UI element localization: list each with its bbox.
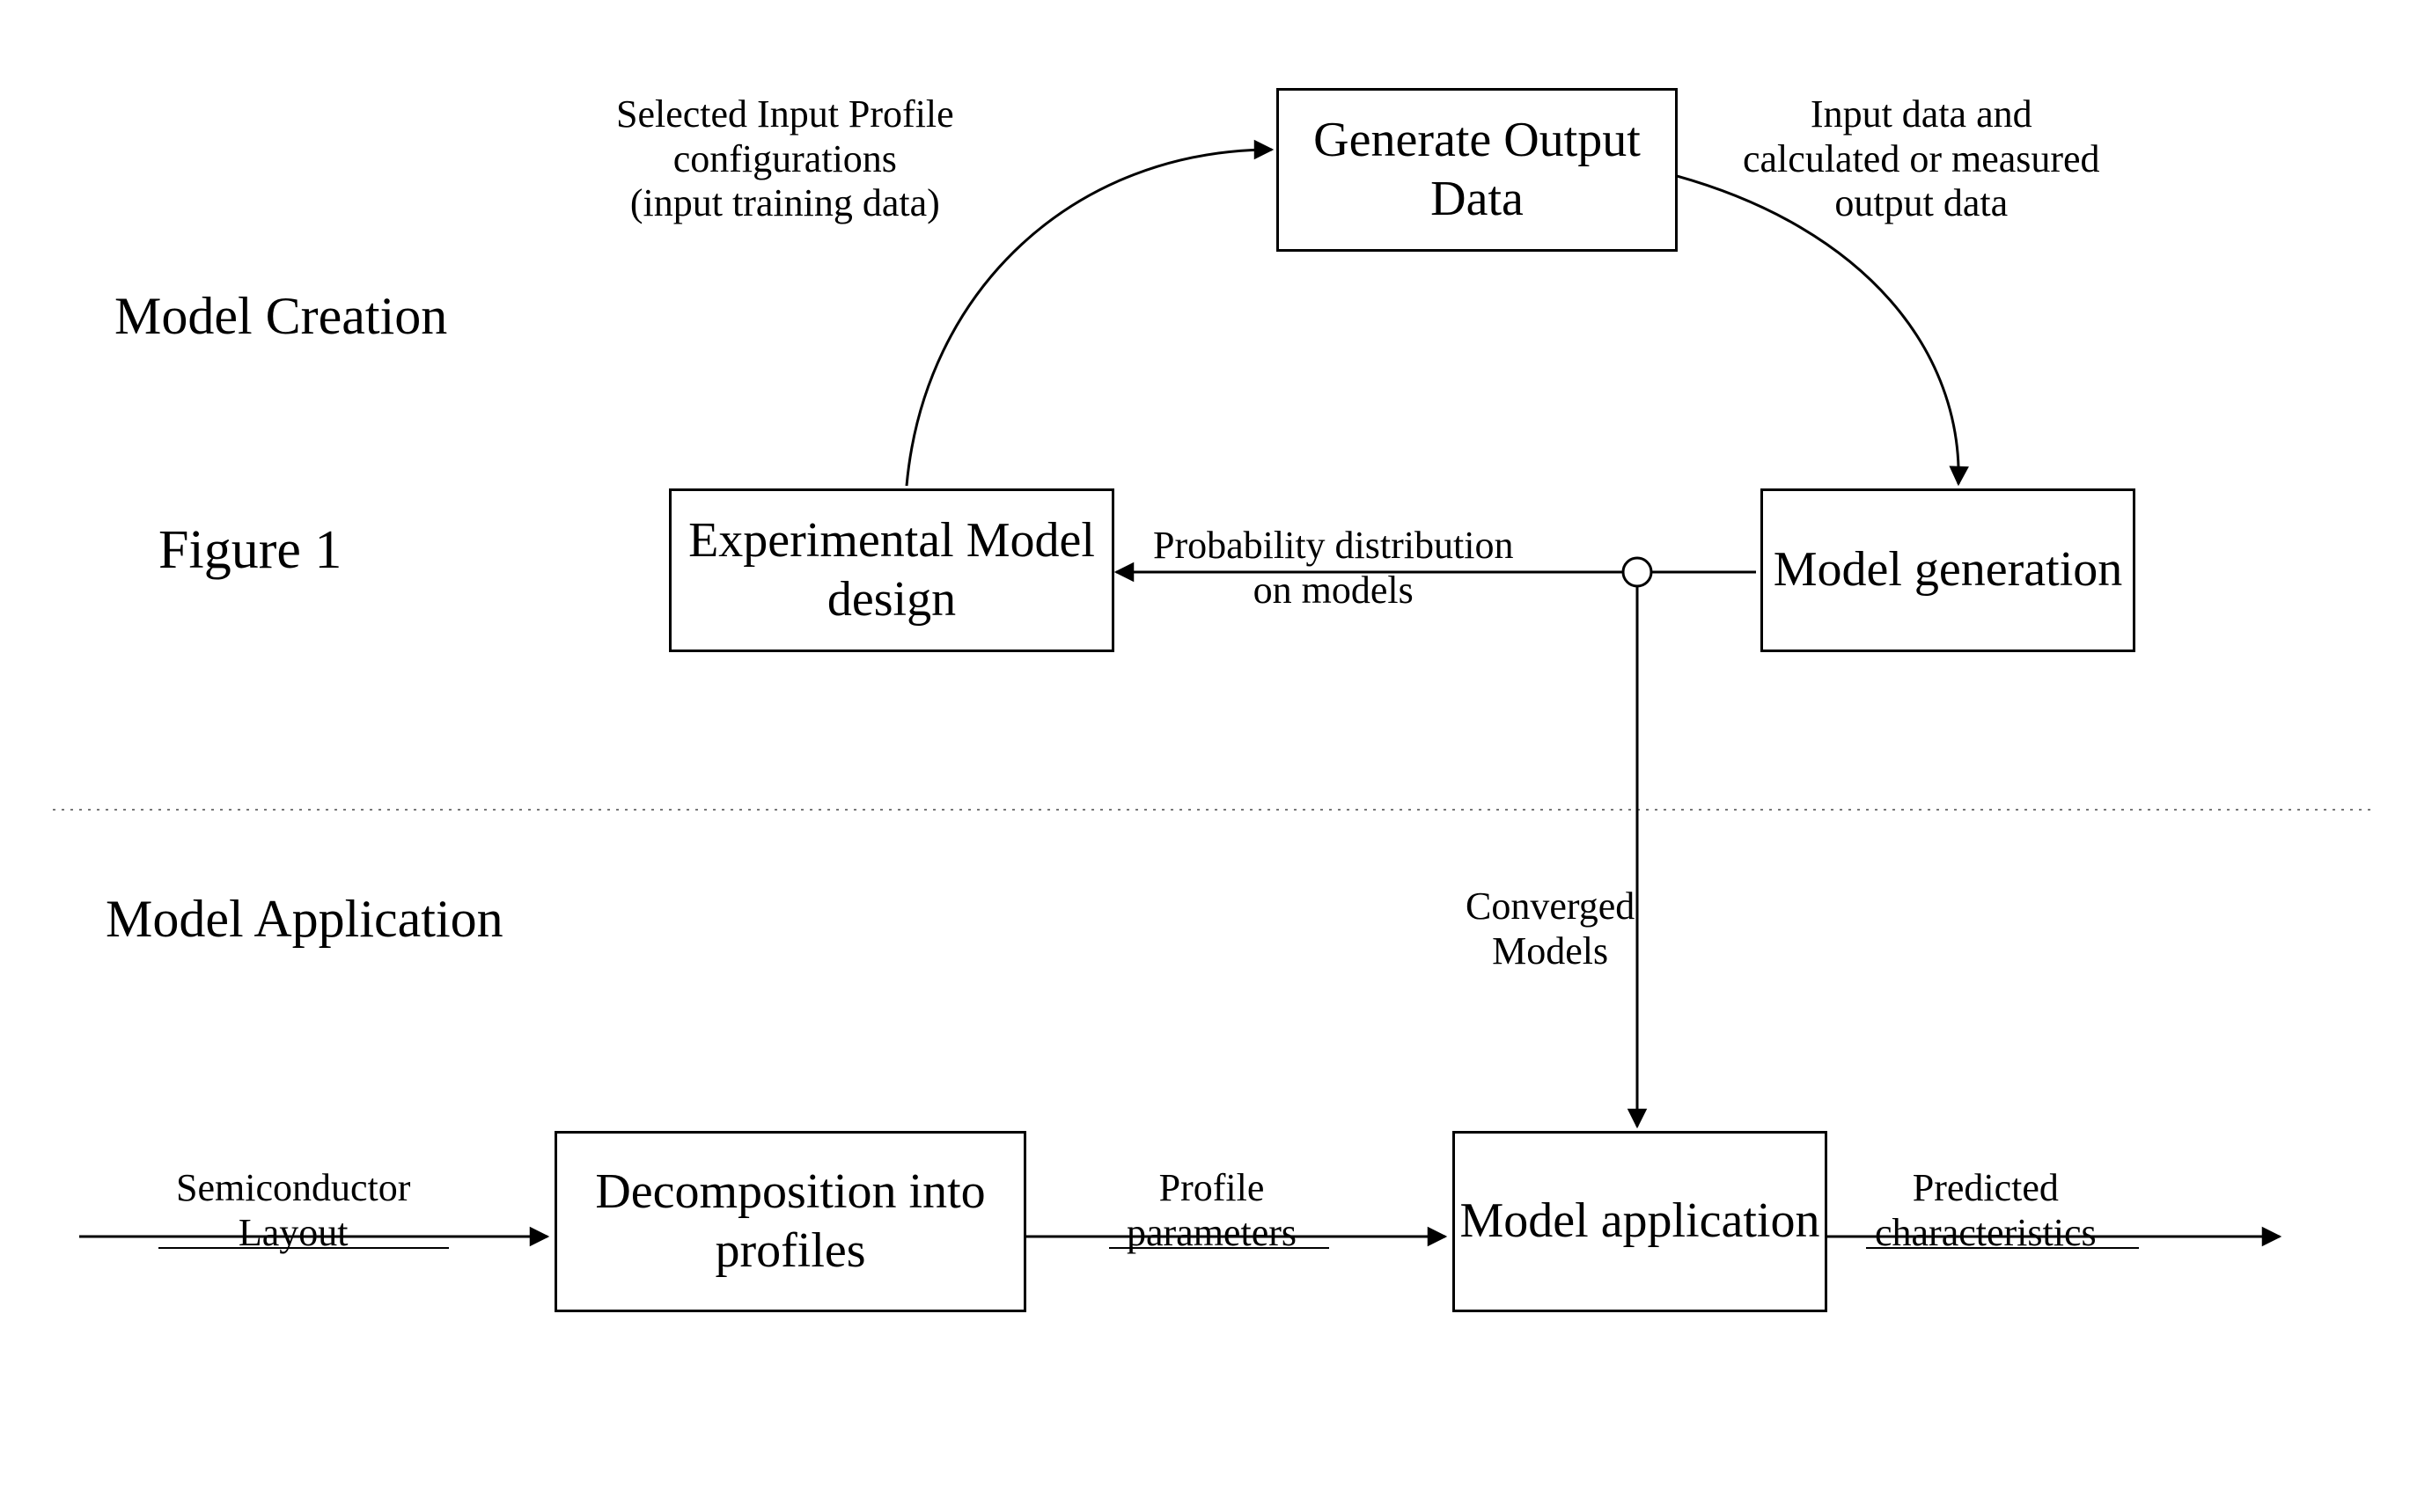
connector-layer bbox=[0, 0, 2432, 1512]
edge-label-semiconductor-layout: Semiconductor Layout bbox=[176, 1166, 410, 1255]
edge-label-profile-parameters: Profile parameters bbox=[1127, 1166, 1297, 1255]
edge-experimental-to-generate bbox=[907, 150, 1272, 486]
box-label: Model application bbox=[1459, 1192, 1819, 1251]
edge-label-selected-input-profile: Selected Input Profile configurations (i… bbox=[616, 92, 954, 226]
edge-label-converged-models: Converged Models bbox=[1466, 884, 1635, 973]
box-label: Generate Output Data bbox=[1279, 111, 1675, 229]
figure-caption: Figure 1 bbox=[158, 519, 342, 582]
box-decomposition-into-profiles: Decomposition into profiles bbox=[555, 1131, 1026, 1312]
edge-label-probability-distribution: Probability distribution on models bbox=[1153, 524, 1513, 613]
junction-node bbox=[1623, 558, 1651, 586]
box-experimental-model-design: Experimental Model design bbox=[669, 488, 1114, 652]
edge-label-predicted-characteristics: Predicted characteristics bbox=[1875, 1166, 2097, 1255]
box-label: Experimental Model design bbox=[672, 511, 1112, 629]
diagram-canvas: { "canvas": { "width": 2763, "height": 1… bbox=[0, 0, 2432, 1512]
section-model-application: Model Application bbox=[106, 889, 503, 950]
edge-label-input-data: Input data and calculated or measured ou… bbox=[1743, 92, 2100, 226]
box-model-generation: Model generation bbox=[1760, 488, 2135, 652]
box-generate-output-data: Generate Output Data bbox=[1276, 88, 1678, 252]
box-label: Decomposition into profiles bbox=[557, 1163, 1024, 1281]
box-model-application: Model application bbox=[1452, 1131, 1827, 1312]
section-model-creation: Model Creation bbox=[114, 286, 447, 347]
box-label: Model generation bbox=[1774, 540, 2123, 599]
